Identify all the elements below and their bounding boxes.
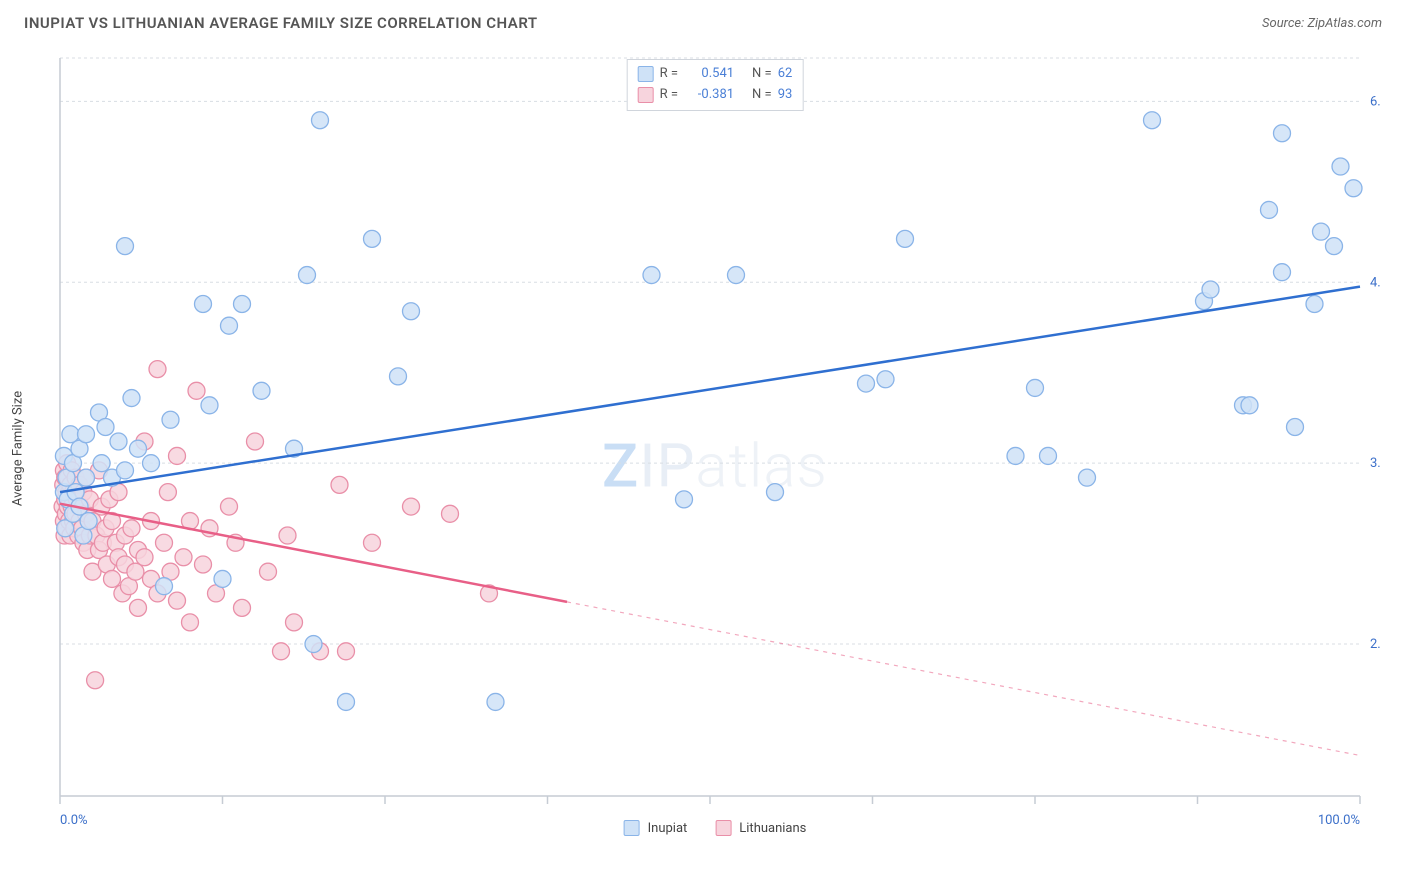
- legend-item-inupiat: Inupiat: [624, 820, 688, 836]
- chart-svg: 2.25 3.50 4.75 6.00 0.0% 100.0%: [50, 46, 1380, 836]
- r-label: R =: [660, 85, 678, 106]
- plot-area: Average Family Size ZIPatlas 2.253.504.7…: [50, 46, 1380, 836]
- legend-item-lithuanians: Lithuanians: [715, 820, 806, 836]
- legend-row-inupiat: R = 0.541 N = 62: [638, 64, 793, 85]
- y-axis-label: Average Family Size: [11, 391, 26, 506]
- svg-text:0.0%: 0.0%: [60, 813, 88, 828]
- legend-swatch-inupiat: [638, 66, 654, 82]
- n-label: N =: [752, 85, 772, 106]
- source-prefix: Source:: [1262, 16, 1307, 31]
- r-value-lithuanians: -0.381: [684, 85, 734, 106]
- n-value-lithuanians: 93: [778, 85, 793, 106]
- chart-title: INUPIAT VS LITHUANIAN AVERAGE FAMILY SIZ…: [24, 14, 538, 32]
- r-value-inupiat: 0.541: [684, 64, 734, 85]
- n-label: N =: [752, 64, 772, 85]
- r-label: R =: [660, 64, 678, 85]
- legend-series: Inupiat Lithuanians: [624, 820, 807, 836]
- legend-swatch-lithuanians: [638, 87, 654, 103]
- legend-row-lithuanians: R = -0.381 N = 93: [638, 85, 793, 106]
- legend-label-inupiat: Inupiat: [648, 821, 688, 836]
- legend-correlation: R = 0.541 N = 62 R = -0.381 N = 93: [627, 59, 804, 111]
- source-name: ZipAtlas.com: [1307, 16, 1382, 31]
- chart-header: INUPIAT VS LITHUANIAN AVERAGE FAMILY SIZ…: [0, 0, 1406, 40]
- chart-source: Source: ZipAtlas.com: [1262, 16, 1382, 31]
- svg-text:3.50: 3.50: [1370, 456, 1380, 471]
- legend-swatch-inupiat-b: [624, 820, 640, 836]
- svg-text:100.0%: 100.0%: [1318, 813, 1360, 828]
- svg-text:4.75: 4.75: [1370, 275, 1380, 290]
- legend-swatch-lithuanians-b: [715, 820, 731, 836]
- n-value-inupiat: 62: [778, 64, 793, 85]
- svg-text:2.25: 2.25: [1370, 637, 1380, 652]
- svg-text:6.00: 6.00: [1370, 94, 1380, 109]
- legend-label-lithuanians: Lithuanians: [739, 821, 806, 836]
